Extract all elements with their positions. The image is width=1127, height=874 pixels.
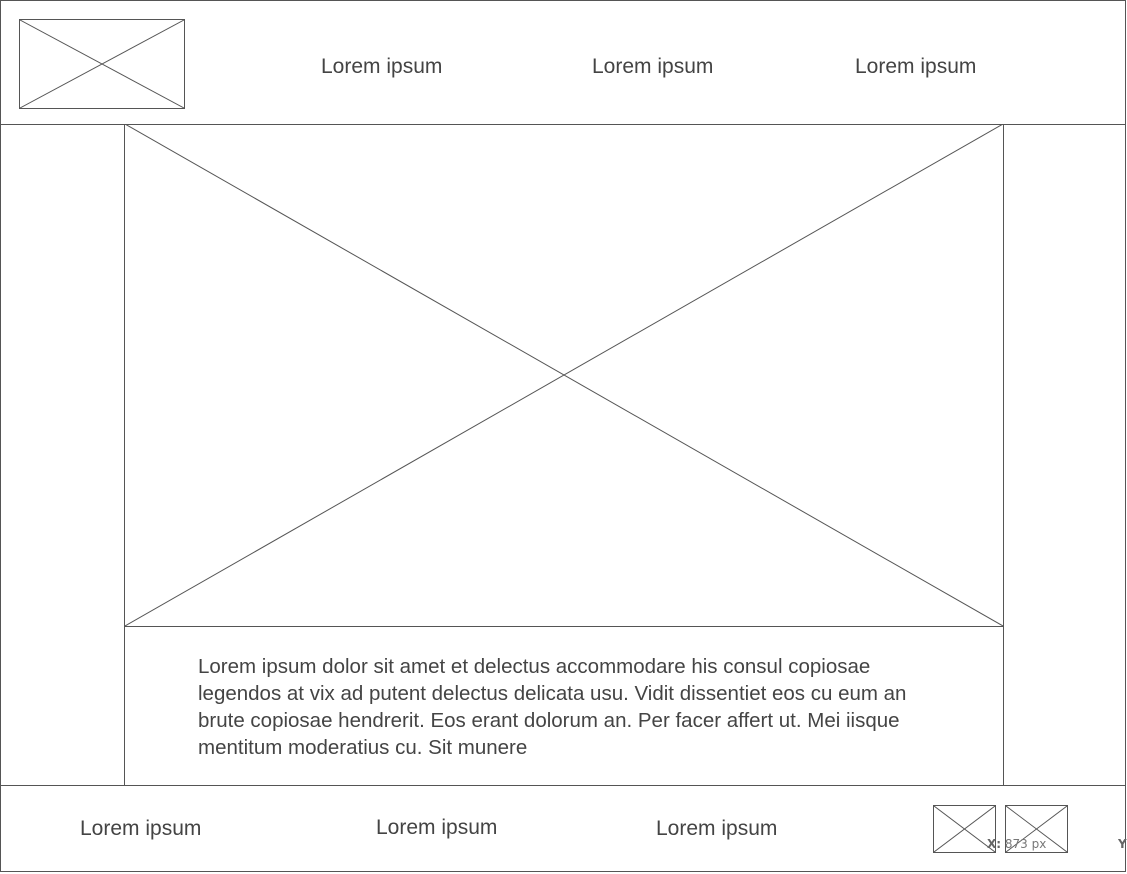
header-nav-item-3[interactable]: Lorem ipsum xyxy=(855,55,977,78)
hero-image-placeholder xyxy=(124,124,1004,627)
image-placeholder-icon xyxy=(1006,806,1067,852)
x-label: X: xyxy=(987,837,1002,851)
image-placeholder-icon xyxy=(125,124,1003,626)
footer-nav-item-1[interactable]: Lorem ipsum xyxy=(80,817,202,840)
header-divider xyxy=(0,124,1126,125)
header-nav-item-1[interactable]: Lorem ipsum xyxy=(321,55,443,78)
header-nav-item-2[interactable]: Lorem ipsum xyxy=(592,55,714,78)
x-value: 873 px xyxy=(1004,837,1047,851)
coordinate-readout-y: Y xyxy=(1118,837,1127,851)
logo-placeholder[interactable] xyxy=(19,19,185,109)
footer-nav-item-2[interactable]: Lorem ipsum xyxy=(376,816,498,839)
footer-icon-placeholder-1[interactable] xyxy=(933,805,996,853)
footer-nav-item-3[interactable]: Lorem ipsum xyxy=(656,817,778,840)
image-placeholder-icon xyxy=(934,806,995,852)
y-label: Y xyxy=(1118,837,1127,851)
footer-icon-placeholder-2[interactable] xyxy=(1005,805,1068,853)
hero-paragraph: Lorem ipsum dolor sit amet et delectus a… xyxy=(198,655,907,759)
coordinate-readout-x: X: 873 px xyxy=(987,837,1046,851)
image-placeholder-icon xyxy=(20,20,184,108)
footer-divider xyxy=(0,785,1126,786)
